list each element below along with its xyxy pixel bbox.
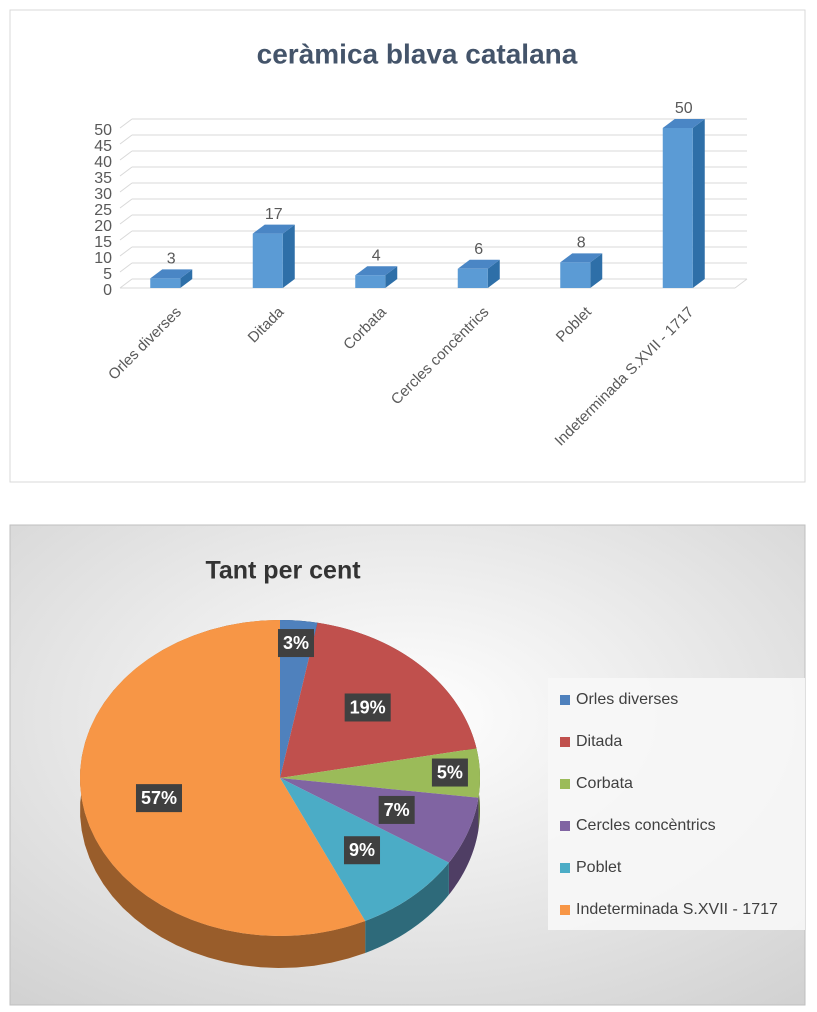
slice bbox=[280, 620, 318, 778]
slice-side-shade bbox=[80, 620, 366, 968]
legend-label: Corbata bbox=[576, 775, 633, 792]
y-tick-label: 45 bbox=[94, 138, 112, 155]
y-tick-label: 30 bbox=[94, 186, 112, 203]
bar bbox=[457, 268, 488, 288]
bar-top bbox=[560, 253, 603, 263]
data-label: 17 bbox=[265, 206, 283, 223]
bar-side bbox=[385, 266, 398, 288]
slice-side-shade bbox=[365, 862, 449, 953]
bar-side bbox=[180, 269, 193, 288]
legend-box bbox=[548, 678, 805, 930]
legend-swatch bbox=[560, 905, 570, 915]
legend-swatch bbox=[560, 779, 570, 789]
chart-title: ceràmica blava catalana bbox=[257, 38, 578, 69]
y-tick-label: 0 bbox=[103, 282, 112, 299]
data-label-box bbox=[343, 836, 381, 865]
bar bbox=[150, 278, 181, 288]
bar-top bbox=[252, 224, 295, 234]
grid-line bbox=[119, 182, 133, 193]
grid-line bbox=[119, 278, 133, 289]
grid-line bbox=[119, 166, 133, 177]
data-label: 50 bbox=[675, 100, 693, 117]
chart-title: Tant per cent bbox=[205, 557, 361, 585]
data-label: 3% bbox=[283, 633, 309, 653]
data-label: 57% bbox=[141, 788, 177, 808]
bar-side bbox=[590, 253, 603, 288]
bar-side bbox=[692, 119, 705, 288]
legend-label: Poblet bbox=[576, 859, 622, 876]
legend-label: Cercles concèntrics bbox=[576, 817, 716, 834]
y-tick-label: 15 bbox=[94, 234, 112, 251]
grid-line bbox=[119, 118, 133, 129]
bar-top bbox=[662, 119, 705, 128]
legend-swatch bbox=[560, 821, 570, 831]
grid-line bbox=[119, 198, 133, 209]
bar bbox=[662, 128, 693, 288]
data-label: 7% bbox=[384, 800, 410, 820]
bar-top bbox=[457, 259, 500, 269]
bar-top bbox=[150, 269, 193, 279]
legend-swatch bbox=[560, 737, 570, 747]
data-label: 3 bbox=[167, 251, 176, 268]
legend-label: Orles diverses bbox=[576, 691, 678, 708]
slice-side-shade bbox=[448, 797, 479, 895]
grid-line bbox=[119, 150, 133, 161]
slice-side bbox=[448, 797, 479, 895]
data-label: 19% bbox=[350, 697, 386, 717]
data-label: 4 bbox=[372, 247, 381, 264]
data-label: 9% bbox=[349, 840, 375, 860]
floor-line bbox=[734, 278, 748, 289]
data-label-box bbox=[277, 629, 315, 658]
y-tick-label: 5 bbox=[103, 266, 112, 283]
grid-line bbox=[119, 214, 133, 225]
data-label-box bbox=[431, 758, 468, 787]
grid-line bbox=[119, 230, 133, 241]
bar bbox=[252, 233, 283, 288]
data-label: 8 bbox=[577, 235, 586, 252]
legend-label: Ditada bbox=[576, 733, 622, 750]
grid-line bbox=[119, 246, 133, 257]
legend-swatch bbox=[560, 695, 570, 705]
bar-side bbox=[282, 224, 295, 288]
slice-side bbox=[365, 862, 449, 953]
data-label-box bbox=[378, 795, 415, 824]
data-label: 6 bbox=[474, 241, 483, 258]
y-tick-label: 35 bbox=[94, 170, 112, 187]
data-label-box bbox=[344, 693, 391, 722]
legend-label: Indeterminada S.XVII - 1717 bbox=[576, 901, 778, 918]
slice-side bbox=[80, 620, 366, 968]
bar-side bbox=[487, 259, 500, 288]
bar bbox=[560, 262, 591, 288]
y-tick-label: 40 bbox=[94, 154, 112, 171]
y-tick-label: 25 bbox=[94, 202, 112, 219]
data-label: 5% bbox=[437, 763, 463, 783]
slice bbox=[79, 620, 366, 936]
bar bbox=[355, 275, 386, 288]
y-tick-label: 20 bbox=[94, 218, 112, 235]
legend-swatch bbox=[560, 863, 570, 873]
bar-top bbox=[355, 266, 398, 276]
y-tick-label: 50 bbox=[94, 122, 112, 139]
y-tick-label: 10 bbox=[94, 250, 112, 267]
slice bbox=[280, 748, 480, 798]
data-label-box bbox=[135, 784, 183, 813]
grid-line bbox=[119, 262, 133, 273]
grid-line bbox=[119, 134, 133, 145]
